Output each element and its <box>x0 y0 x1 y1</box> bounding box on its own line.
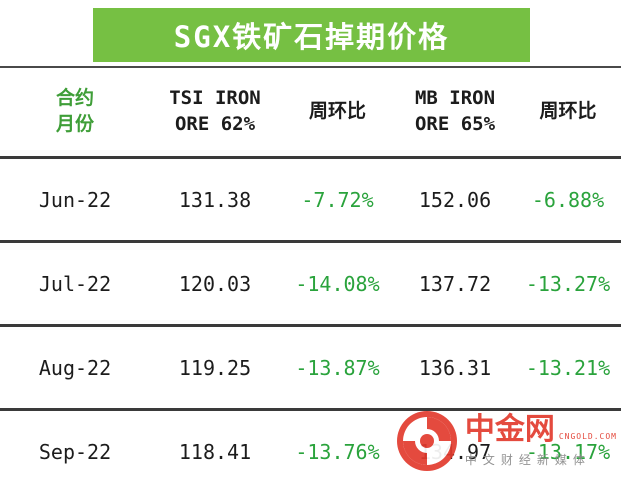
header-wow-mb: 周环比 <box>539 100 597 123</box>
table-row: Jun-22 131.38 -7.72% 152.06 -6.88% <box>0 156 621 240</box>
price-table: 合约 月份 TSI IRON ORE 62% 周环比 MB IRON ORE 6… <box>0 66 621 479</box>
contract-month: Aug-22 <box>38 355 112 380</box>
header-tsi-iron-ore: TSI IRON ORE 62% <box>169 87 261 135</box>
watermark-domain: CNGOLD.COM <box>558 431 617 441</box>
tsi-price: 120.03 <box>178 271 252 296</box>
mb-wow-change: -6.88% <box>531 187 605 212</box>
contract-month: Jun-22 <box>38 187 112 212</box>
header-wow-tsi: 周环比 <box>308 100 366 123</box>
tsi-wow-change: -14.08% <box>295 271 380 296</box>
tsi-wow-change: -13.76% <box>295 439 380 464</box>
title-banner: SGX铁矿石掉期价格 <box>93 8 530 62</box>
mb-price: 136.31 <box>418 355 492 380</box>
tsi-price: 118.41 <box>178 439 252 464</box>
contract-month: Jul-22 <box>38 271 112 296</box>
table-row: Aug-22 119.25 -13.87% 136.31 -13.21% <box>0 324 621 408</box>
mb-wow-change: -13.17% <box>525 439 611 464</box>
contract-month: Sep-22 <box>38 439 112 464</box>
tsi-wow-change: -7.72% <box>301 187 374 212</box>
table-header-row: 合约 月份 TSI IRON ORE 62% 周环比 MB IRON ORE 6… <box>0 66 621 156</box>
cngold-logo-icon <box>396 411 457 471</box>
page-title: SGX铁矿石掉期价格 <box>173 20 450 54</box>
watermark-tagline: 中文财经新媒体 <box>464 452 591 467</box>
mb-price: 152.06 <box>418 187 492 212</box>
mb-wow-change: -13.21% <box>525 355 611 380</box>
table-row: Jul-22 120.03 -14.08% 137.72 -13.27% <box>0 240 621 324</box>
header-mb-iron-ore: MB IRON ORE 65% <box>414 87 496 135</box>
tsi-price: 131.38 <box>178 187 252 212</box>
header-contract-month: 合约 月份 <box>55 87 94 135</box>
site-watermark: 中金网 CNGOLD.COM 中文财经新媒体 <box>395 409 617 473</box>
tsi-price: 119.25 <box>178 355 252 380</box>
mb-wow-change: -13.27% <box>525 271 611 296</box>
watermark-brand: 中金网 <box>464 411 555 447</box>
tsi-wow-change: -13.87% <box>295 355 380 380</box>
mb-price: 137.72 <box>418 271 492 296</box>
